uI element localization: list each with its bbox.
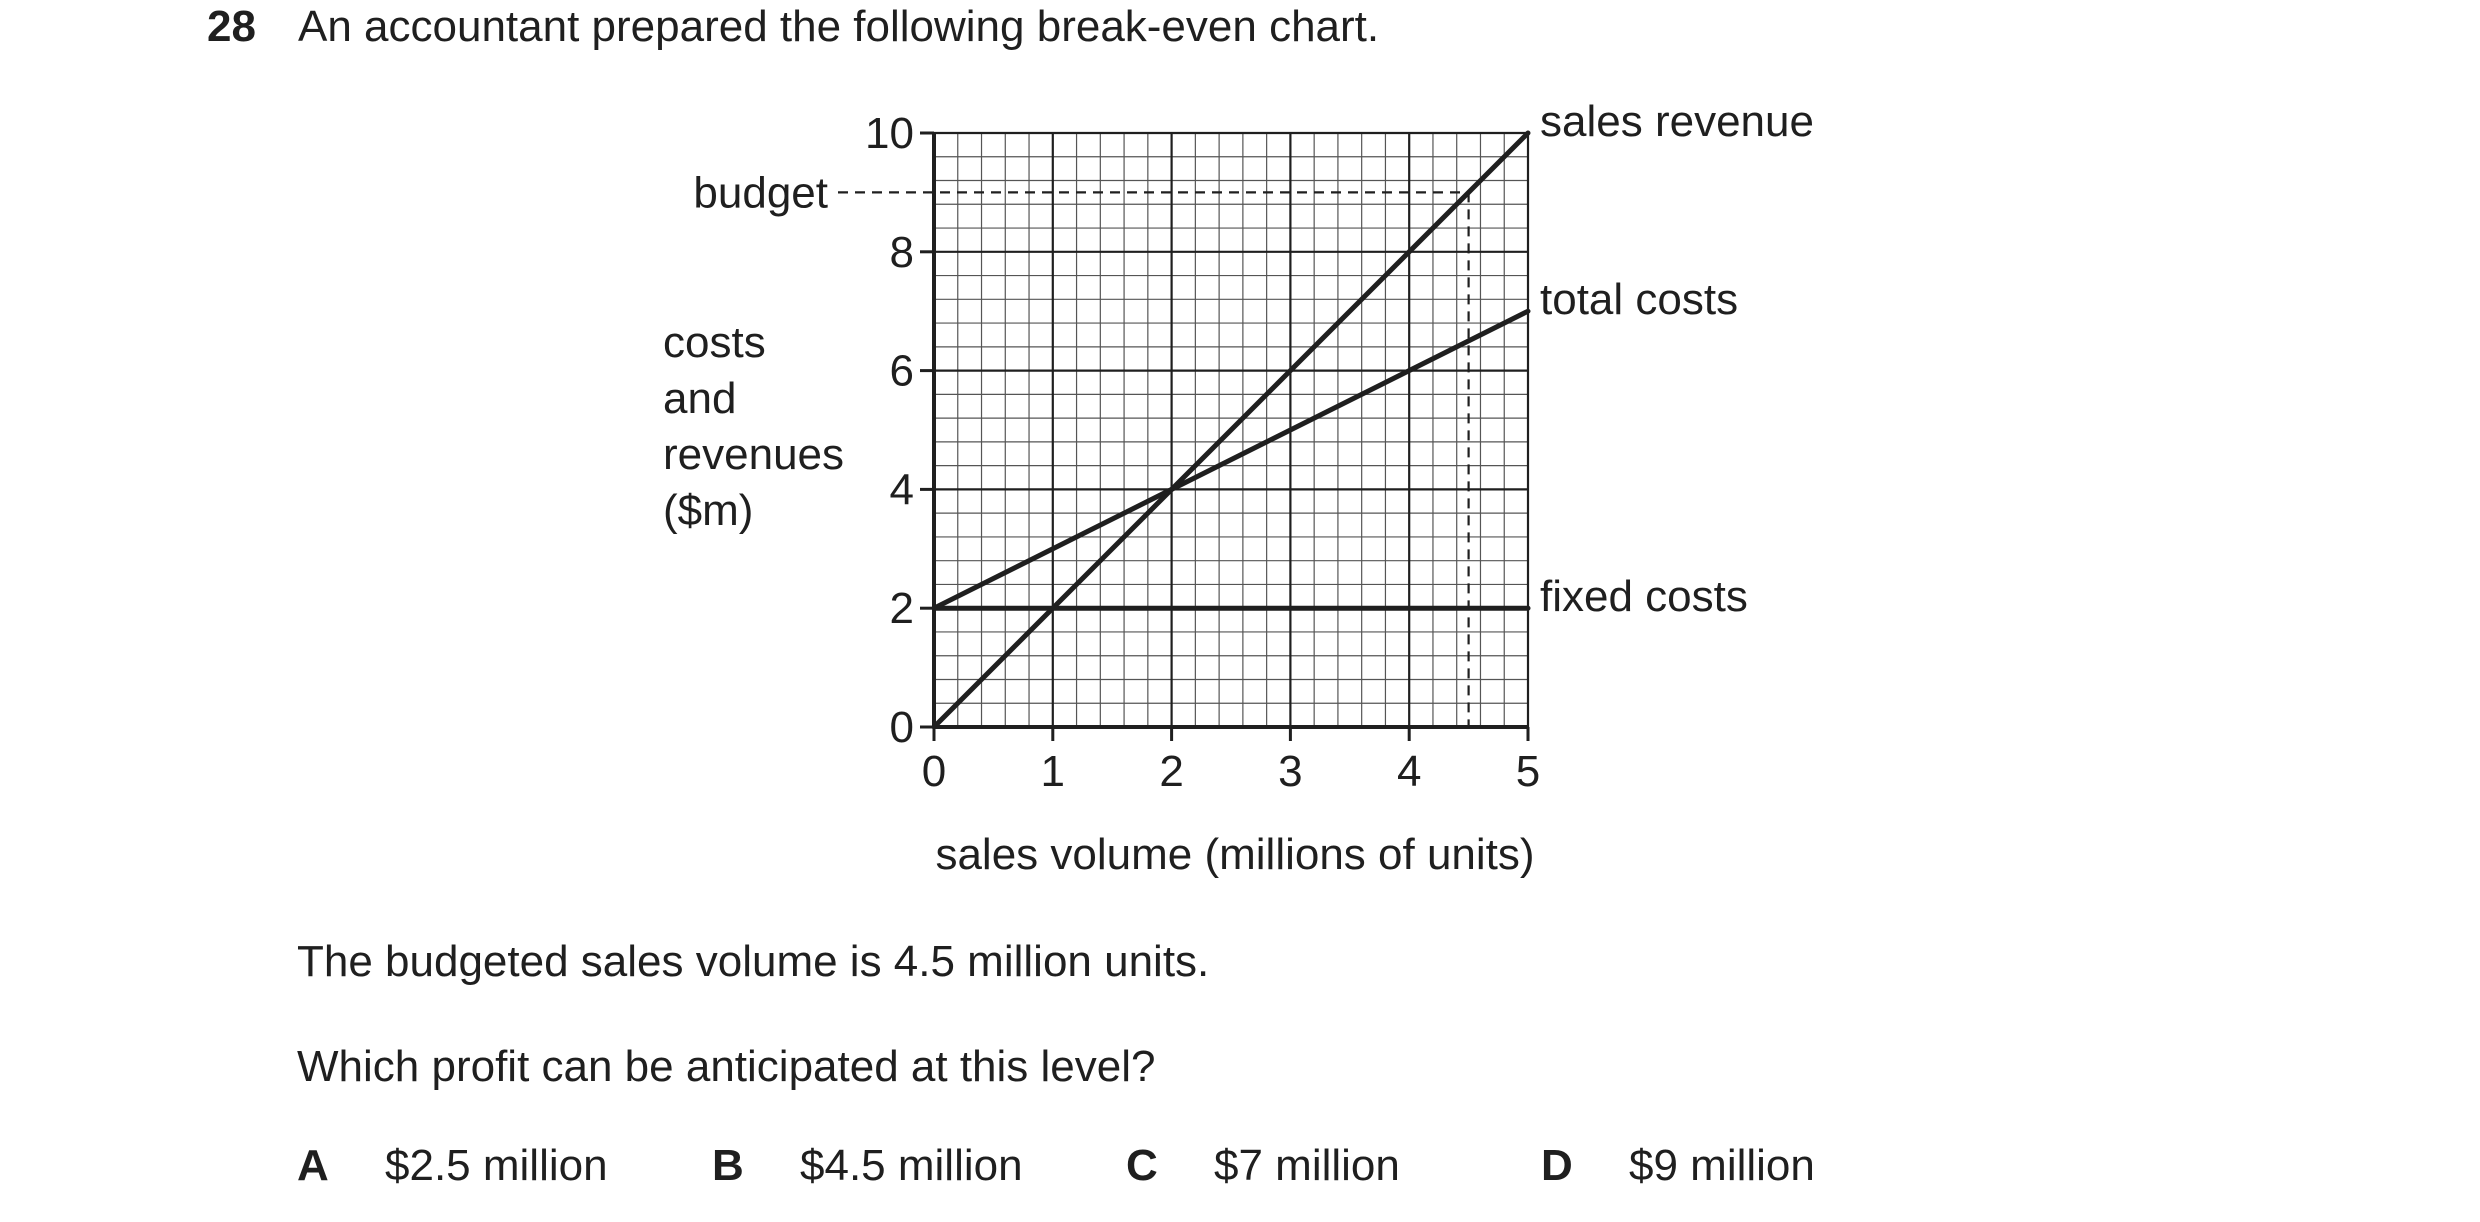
y-tick-label: 6 (890, 347, 914, 396)
question-prompt: Which profit can be anticipated at this … (297, 1042, 1156, 1091)
y-axis-label: revenues (663, 430, 844, 479)
sales-revenue-label: sales revenue (1540, 97, 1814, 146)
option-a-letter[interactable]: A (297, 1141, 329, 1190)
option-b-letter[interactable]: B (712, 1141, 744, 1190)
total-costs-label: total costs (1540, 275, 1738, 324)
x-tick-label: 3 (1278, 747, 1302, 796)
y-tick-label: 0 (890, 703, 914, 752)
option-c-letter[interactable]: C (1126, 1141, 1158, 1190)
x-tick-label: 0 (922, 747, 946, 796)
y-axis-label: costs (663, 318, 766, 367)
x-tick-label: 5 (1516, 747, 1540, 796)
y-tick-label: 4 (890, 465, 914, 514)
y-tick-label: 8 (890, 228, 914, 277)
question-statement: The budgeted sales volume is 4.5 million… (297, 937, 1210, 986)
option-d-text[interactable]: $9 million (1629, 1141, 1815, 1190)
option-a-text[interactable]: $2.5 million (385, 1141, 608, 1190)
option-d-letter[interactable]: D (1541, 1141, 1573, 1190)
option-c-text[interactable]: $7 million (1214, 1141, 1400, 1190)
total-costs-line (931, 308, 1531, 611)
y-tick-label: 10 (865, 109, 914, 158)
y-axis-label: and (663, 374, 736, 423)
y-tick-label: 2 (890, 584, 914, 633)
y-axis-label: ($m) (663, 486, 753, 535)
budget-label: budget (693, 168, 828, 217)
x-axis-label: sales volume (millions of units) (935, 830, 1534, 879)
question-number: 28 (207, 2, 256, 51)
x-tick-label: 4 (1397, 747, 1421, 796)
fixed-costs-label: fixed costs (1540, 572, 1748, 621)
option-b-text[interactable]: $4.5 million (800, 1141, 1023, 1190)
sales-revenue-line (931, 130, 1531, 730)
question-stem: An accountant prepared the following bre… (298, 2, 1380, 51)
x-tick-label: 2 (1159, 747, 1183, 796)
x-tick-label: 1 (1041, 747, 1065, 796)
